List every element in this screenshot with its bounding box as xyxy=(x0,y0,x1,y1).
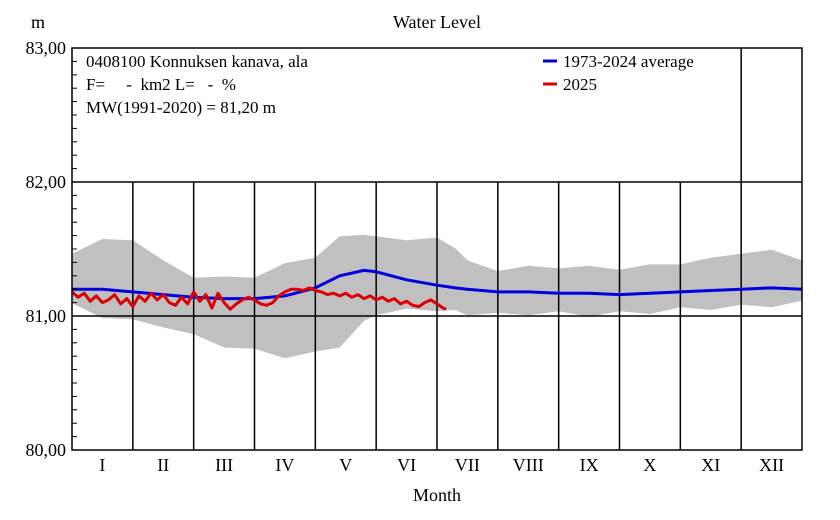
y-tick-label: 82,00 xyxy=(26,172,67,192)
month-label: II xyxy=(157,455,169,475)
series-layer xyxy=(71,268,803,311)
y-tick-label: 81,00 xyxy=(26,306,67,326)
station-info: 0408100 Konnuksen kanava, ala F= - km2 L… xyxy=(86,52,308,117)
month-label: III xyxy=(215,455,233,475)
y-tick-label: 83,00 xyxy=(26,38,67,58)
legend-label-average: 1973-2024 average xyxy=(563,52,694,71)
x-axis-title: Month xyxy=(413,485,461,505)
month-label: IV xyxy=(275,455,294,475)
month-label: I xyxy=(99,455,105,475)
gridlines xyxy=(72,48,802,450)
series-line-2025 xyxy=(71,286,447,311)
month-label: X xyxy=(643,455,656,475)
mean-water-level: MW(1991-2020) = 81,20 m xyxy=(86,98,276,117)
y-tick-labels: 80,00 81,00 82,00 83,00 xyxy=(26,38,67,460)
station-name: 0408100 Konnuksen kanava, ala xyxy=(86,52,308,71)
month-label: IX xyxy=(580,455,599,475)
x-tick-labels: I II III IV V VI VII VIII IX X XI XII xyxy=(99,455,784,475)
y-unit-label: m xyxy=(31,12,45,32)
month-label: XII xyxy=(759,455,784,475)
legend: 1973-2024 average 2025 xyxy=(543,52,694,94)
month-label: VI xyxy=(397,455,416,475)
month-label: V xyxy=(339,455,352,475)
month-label: VII xyxy=(455,455,480,475)
axis-ticks xyxy=(72,60,77,438)
catchment-info: F= - km2 L= - % xyxy=(86,75,236,94)
legend-label-2025: 2025 xyxy=(563,75,597,94)
chart-title: Water Level xyxy=(393,12,481,32)
month-label: XI xyxy=(701,455,720,475)
y-tick-label: 80,00 xyxy=(26,440,67,460)
month-label: VIII xyxy=(513,455,544,475)
